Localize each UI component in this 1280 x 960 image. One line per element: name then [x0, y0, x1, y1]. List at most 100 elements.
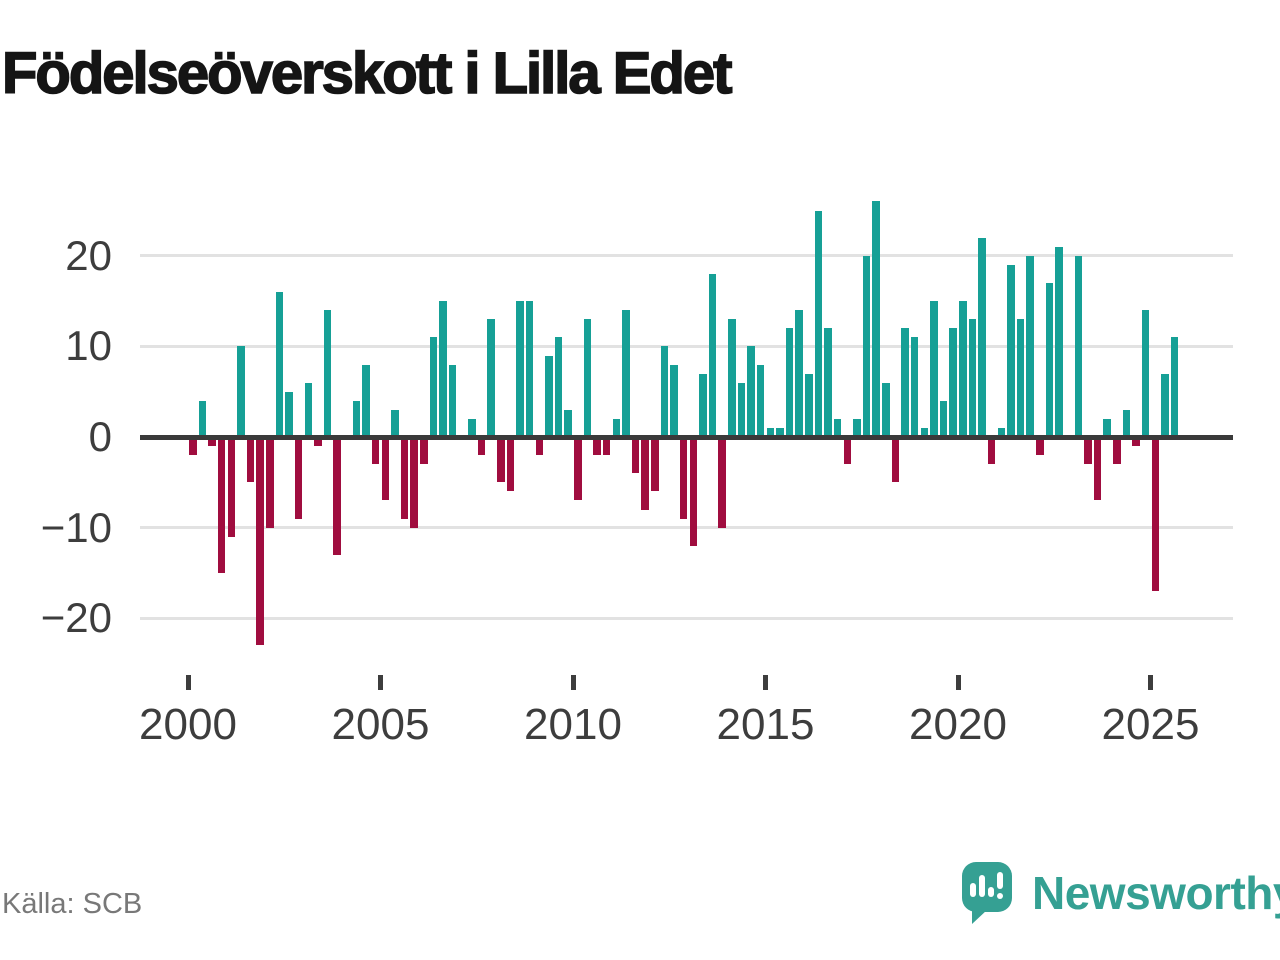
logo-bar-icon	[970, 883, 976, 897]
gridline-y--20	[140, 616, 1233, 620]
bar-2008-q3	[516, 301, 524, 437]
x-axis-label-2020: 2020	[909, 700, 1007, 749]
y-axis-label--20: −20	[40, 594, 112, 642]
logo-exclamation-dot-icon	[997, 893, 1003, 899]
bar-2012-q1	[651, 437, 659, 492]
x-axis-label-2010: 2010	[524, 700, 622, 749]
bar-2003-q3	[323, 310, 332, 437]
bar-2024-q1	[1113, 437, 1121, 465]
x-axis-label-2000: 2000	[139, 700, 237, 749]
bar-2005-q2	[391, 409, 399, 437]
logo-exclamation-icon	[997, 872, 1003, 889]
bar-2005-q1	[381, 437, 390, 501]
bar-2022-q2	[1045, 283, 1054, 437]
bar-2017-q2	[853, 418, 861, 437]
bar-2019-q1	[920, 427, 929, 437]
bar-2025-q3	[1170, 337, 1179, 437]
bar-2006-q2	[429, 337, 438, 437]
bar-2019-q3	[939, 400, 948, 437]
bar-2003-q2	[314, 437, 322, 447]
bar-2020-q3	[978, 237, 986, 437]
bar-2016-q1	[805, 373, 813, 437]
bar-2015-q2	[776, 427, 784, 437]
bar-2013-q1	[689, 437, 698, 546]
bar-2022-q3	[1055, 246, 1063, 437]
bar-2011-q1	[612, 418, 621, 437]
bar-2023-q1	[1074, 255, 1083, 437]
bar-2007-q2	[468, 418, 476, 437]
bar-2002-q1	[266, 437, 274, 528]
y-axis-label--10: −10	[40, 503, 112, 551]
bar-2001-q1	[227, 437, 236, 537]
x-axis-label-2015: 2015	[716, 700, 815, 749]
bar-2002-q3	[285, 391, 293, 437]
source-note: Källa: SCB	[2, 888, 143, 920]
y-axis-label-20: 20	[65, 231, 112, 279]
bar-2002-q2	[275, 292, 284, 437]
brand-name: Newsworthy	[1032, 867, 1280, 919]
bar-2019-q4	[949, 328, 957, 437]
bar-2017-q4	[872, 201, 880, 437]
page-title: Födelseöverskott i Lilla Edet	[1, 40, 733, 107]
y-axis-label-0: 0	[88, 413, 112, 460]
bar-2021-q4	[1026, 255, 1034, 437]
bar-2004-q2	[352, 400, 361, 437]
bar-2008-q4	[525, 301, 534, 437]
bar-2020-q1	[959, 301, 967, 437]
bar-2022-q1	[1036, 437, 1044, 456]
bar-2017-q3	[862, 255, 871, 437]
bar-2021-q2	[1007, 264, 1015, 437]
bar-2013-q4	[718, 437, 726, 528]
x-tick-2015	[763, 675, 768, 690]
bar-2003-q4	[333, 437, 341, 555]
bar-2008-q1	[497, 437, 505, 483]
bar-2006-q3	[439, 301, 447, 437]
bar-2009-q3	[554, 337, 563, 437]
bar-2006-q4	[448, 364, 457, 437]
bar-2005-q4	[410, 437, 418, 528]
bar-2015-q3	[785, 328, 794, 437]
bar-2025-q2	[1161, 373, 1169, 437]
x-tick-2025	[1148, 675, 1153, 690]
bar-2023-q3	[1093, 437, 1102, 501]
bar-2015-q4	[795, 310, 803, 437]
x-tick-2020	[955, 675, 961, 690]
bar-2005-q3	[400, 437, 409, 519]
gridline-y-10	[140, 344, 1233, 348]
bar-2010-q3	[593, 437, 601, 456]
bar-2023-q2	[1084, 437, 1092, 465]
bar-2013-q3	[708, 273, 717, 437]
bar-2000-q4	[217, 437, 226, 573]
x-tick-2000	[185, 675, 191, 690]
bar-2011-q2	[622, 310, 630, 437]
bar-2002-q4	[294, 437, 303, 519]
bar-2001-q4	[256, 437, 264, 646]
bar-2024-q4	[1141, 310, 1150, 437]
zero-axis-line	[140, 434, 1233, 440]
bar-2007-q3	[477, 437, 486, 456]
bar-2010-q2	[583, 319, 592, 437]
bar-2008-q2	[506, 437, 515, 492]
bar-2015-q1	[766, 427, 775, 437]
bar-2007-q4	[487, 319, 495, 437]
bar-2004-q3	[362, 364, 370, 437]
bar-2018-q1	[882, 382, 890, 437]
bar-2016-q4	[833, 418, 842, 437]
bar-2011-q3	[631, 437, 640, 474]
bar-2014-q1	[728, 319, 736, 437]
gridline-y-20	[140, 254, 1233, 258]
x-axis-label-2005: 2005	[331, 700, 430, 749]
bar-2024-q2	[1122, 409, 1131, 437]
bar-2023-q4	[1103, 418, 1111, 437]
bar-2001-q3	[246, 437, 255, 483]
bar-2012-q4	[679, 437, 688, 519]
x-axis-label-2025: 2025	[1101, 700, 1200, 749]
y-axis-label-10: 10	[65, 322, 112, 370]
logo-bar-icon	[979, 875, 985, 897]
bar-2018-q2	[891, 437, 900, 483]
bar-2025-q1	[1151, 437, 1160, 591]
logo-bar-icon	[988, 887, 994, 897]
bar-2006-q1	[420, 437, 428, 465]
newsworthy-logo-icon	[962, 862, 1012, 912]
